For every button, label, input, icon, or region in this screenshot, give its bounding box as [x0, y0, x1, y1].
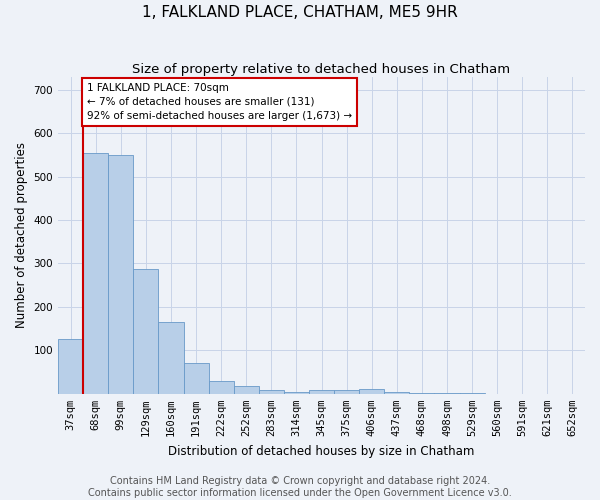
Bar: [83, 152, 108, 394]
Bar: [233, 386, 259, 394]
Bar: [158, 322, 184, 394]
Bar: [284, 392, 309, 394]
Text: 1, FALKLAND PLACE, CHATHAM, ME5 9HR: 1, FALKLAND PLACE, CHATHAM, ME5 9HR: [142, 5, 458, 20]
Bar: [58, 338, 83, 394]
Bar: [209, 381, 233, 394]
Bar: [334, 390, 359, 394]
Bar: [184, 364, 209, 394]
Bar: [359, 390, 384, 394]
Title: Size of property relative to detached houses in Chatham: Size of property relative to detached ho…: [133, 62, 511, 76]
Bar: [384, 392, 409, 394]
Bar: [133, 269, 158, 394]
Y-axis label: Number of detached properties: Number of detached properties: [15, 142, 28, 328]
Bar: [309, 390, 334, 394]
Bar: [259, 390, 284, 394]
Text: Contains HM Land Registry data © Crown copyright and database right 2024.
Contai: Contains HM Land Registry data © Crown c…: [88, 476, 512, 498]
Text: 1 FALKLAND PLACE: 70sqm
← 7% of detached houses are smaller (131)
92% of semi-de: 1 FALKLAND PLACE: 70sqm ← 7% of detached…: [87, 83, 352, 121]
Bar: [409, 393, 434, 394]
Bar: [108, 155, 133, 394]
X-axis label: Distribution of detached houses by size in Chatham: Distribution of detached houses by size …: [169, 444, 475, 458]
